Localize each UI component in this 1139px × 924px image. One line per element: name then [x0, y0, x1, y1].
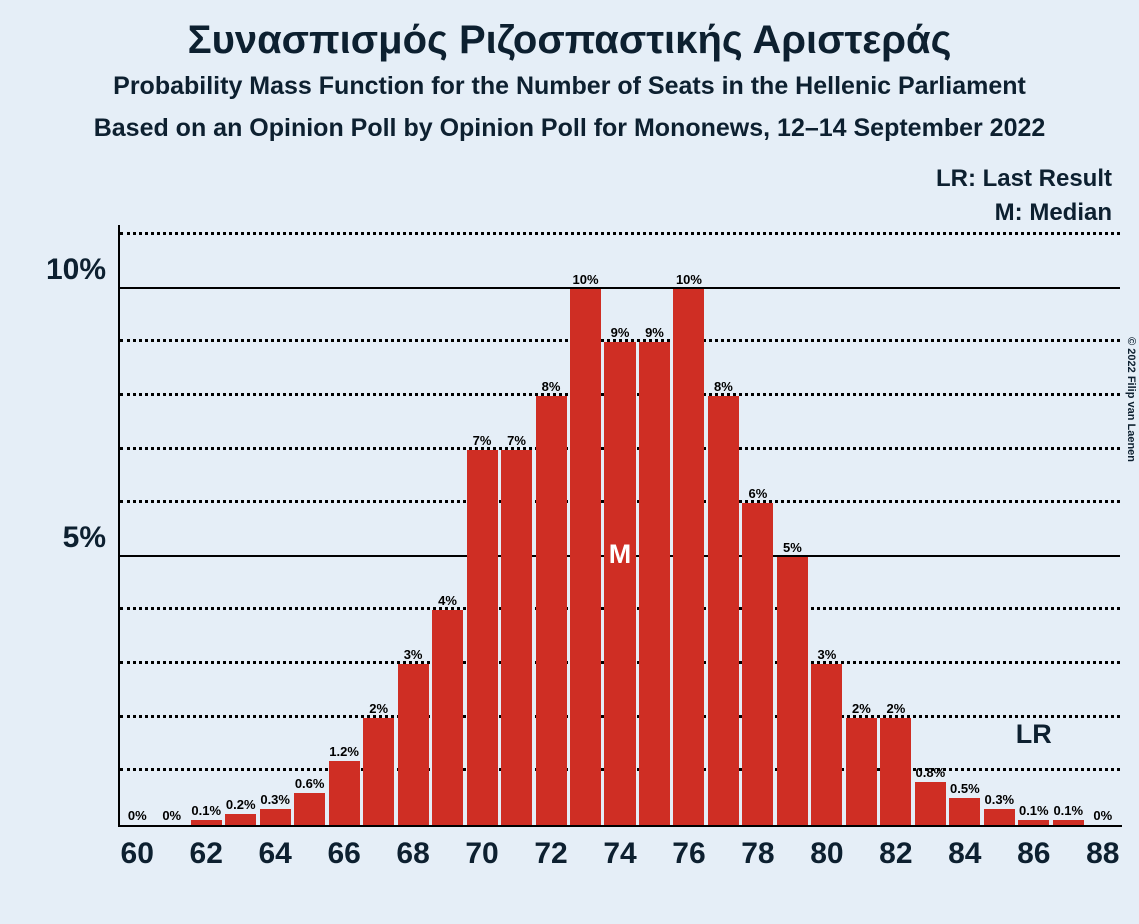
- bar-value-label: 0.1%: [1019, 803, 1049, 818]
- bar-value-label: 8%: [542, 379, 561, 394]
- bar: 10%: [673, 289, 704, 825]
- bar: 8%: [708, 396, 739, 825]
- y-tick-label: 10%: [46, 253, 106, 287]
- x-tick-label: 72: [534, 837, 567, 871]
- bar: 3%: [811, 664, 842, 825]
- bar-value-label: 0.3%: [260, 792, 290, 807]
- bar: 0.3%: [984, 809, 1015, 825]
- x-axis-line: [118, 825, 1122, 827]
- bar-value-label: 0.6%: [295, 776, 325, 791]
- x-tick-label: 66: [327, 837, 360, 871]
- x-tick-label: 84: [948, 837, 981, 871]
- bar-value-label: 2%: [852, 701, 871, 716]
- x-tick-label: 68: [396, 837, 429, 871]
- bar: 0.8%: [915, 782, 946, 825]
- bar-value-label: 0.8%: [916, 765, 946, 780]
- chart-title: Συνασπισμός Ριζοσπαστικής Αριστεράς: [0, 18, 1139, 63]
- bar: 1.2%: [329, 761, 360, 825]
- plot-area: LR: Last Result M: Median 0%0%0.1%0.2%0.…: [120, 235, 1120, 825]
- bar: 0.6%: [294, 793, 325, 825]
- bar-value-label: 2%: [886, 701, 905, 716]
- last-result-marker: LR: [1016, 719, 1052, 750]
- bar-value-label: 9%: [611, 325, 630, 340]
- bar: 3%: [398, 664, 429, 825]
- x-tick-label: 80: [810, 837, 843, 871]
- bar: 8%: [536, 396, 567, 825]
- bar-value-label: 3%: [404, 647, 423, 662]
- bar: 2%: [363, 718, 394, 825]
- legend-m: M: Median: [995, 199, 1112, 227]
- bar-value-label: 6%: [749, 486, 768, 501]
- y-axis-line: [118, 225, 120, 827]
- x-tick-label: 64: [258, 837, 291, 871]
- bar-value-label: 7%: [507, 433, 526, 448]
- bar-value-label: 1.2%: [329, 744, 359, 759]
- x-tick-label: 62: [190, 837, 223, 871]
- x-tick-label: 60: [121, 837, 154, 871]
- x-tick-label: 86: [1017, 837, 1050, 871]
- bars-group: 0%0%0.1%0.2%0.3%0.6%1.2%2%3%4%7%7%8%10%9…: [120, 235, 1120, 825]
- bar-value-label: 8%: [714, 379, 733, 394]
- bar-value-label: 0.2%: [226, 797, 256, 812]
- bar-value-label: 4%: [438, 593, 457, 608]
- x-tick-label: 70: [465, 837, 498, 871]
- bar-value-label: 0%: [162, 808, 181, 823]
- bar-value-label: 10%: [573, 272, 599, 287]
- x-tick-label: 78: [741, 837, 774, 871]
- bar-value-label: 7%: [473, 433, 492, 448]
- y-tick-label: 5%: [63, 521, 106, 555]
- copyright-text: © 2022 Filip van Laenen: [1125, 337, 1137, 462]
- bar: 9%: [639, 342, 670, 825]
- bar: 5%: [777, 557, 808, 825]
- median-marker: M: [609, 539, 632, 570]
- x-tick-label: 74: [603, 837, 636, 871]
- bar: 9%: [604, 342, 635, 825]
- bar-value-label: 10%: [676, 272, 702, 287]
- bar-value-label: 0%: [128, 808, 147, 823]
- bar: 2%: [880, 718, 911, 825]
- bar-value-label-trailing: 0%: [1093, 808, 1112, 823]
- bar: 7%: [467, 450, 498, 825]
- bar: 10%: [570, 289, 601, 825]
- bar-value-label: 2%: [369, 701, 388, 716]
- chart-subtitle-2: Based on an Opinion Poll by Opinion Poll…: [0, 114, 1139, 143]
- bar: 6%: [742, 503, 773, 825]
- bar-value-label: 5%: [783, 540, 802, 555]
- bar: 0.2%: [225, 814, 256, 825]
- chart-subtitle-1: Probability Mass Function for the Number…: [0, 72, 1139, 101]
- bar-value-label: 0.1%: [1053, 803, 1083, 818]
- bar: 0.5%: [949, 798, 980, 825]
- legend-lr: LR: Last Result: [936, 165, 1112, 193]
- chart-container: Συνασπισμός Ριζοσπαστικής Αριστεράς Prob…: [0, 0, 1139, 924]
- bar-value-label: 0.5%: [950, 781, 980, 796]
- bar: 7%: [501, 450, 532, 825]
- x-tick-label: 82: [879, 837, 912, 871]
- bar: 0.3%: [260, 809, 291, 825]
- x-tick-label: 88: [1086, 837, 1119, 871]
- bar: 2%: [846, 718, 877, 825]
- bar-value-label: 0.3%: [984, 792, 1014, 807]
- bar: 4%: [432, 610, 463, 825]
- x-tick-label: 76: [672, 837, 705, 871]
- bar-value-label: 3%: [817, 647, 836, 662]
- bar-value-label: 9%: [645, 325, 664, 340]
- bar-value-label: 0.1%: [191, 803, 221, 818]
